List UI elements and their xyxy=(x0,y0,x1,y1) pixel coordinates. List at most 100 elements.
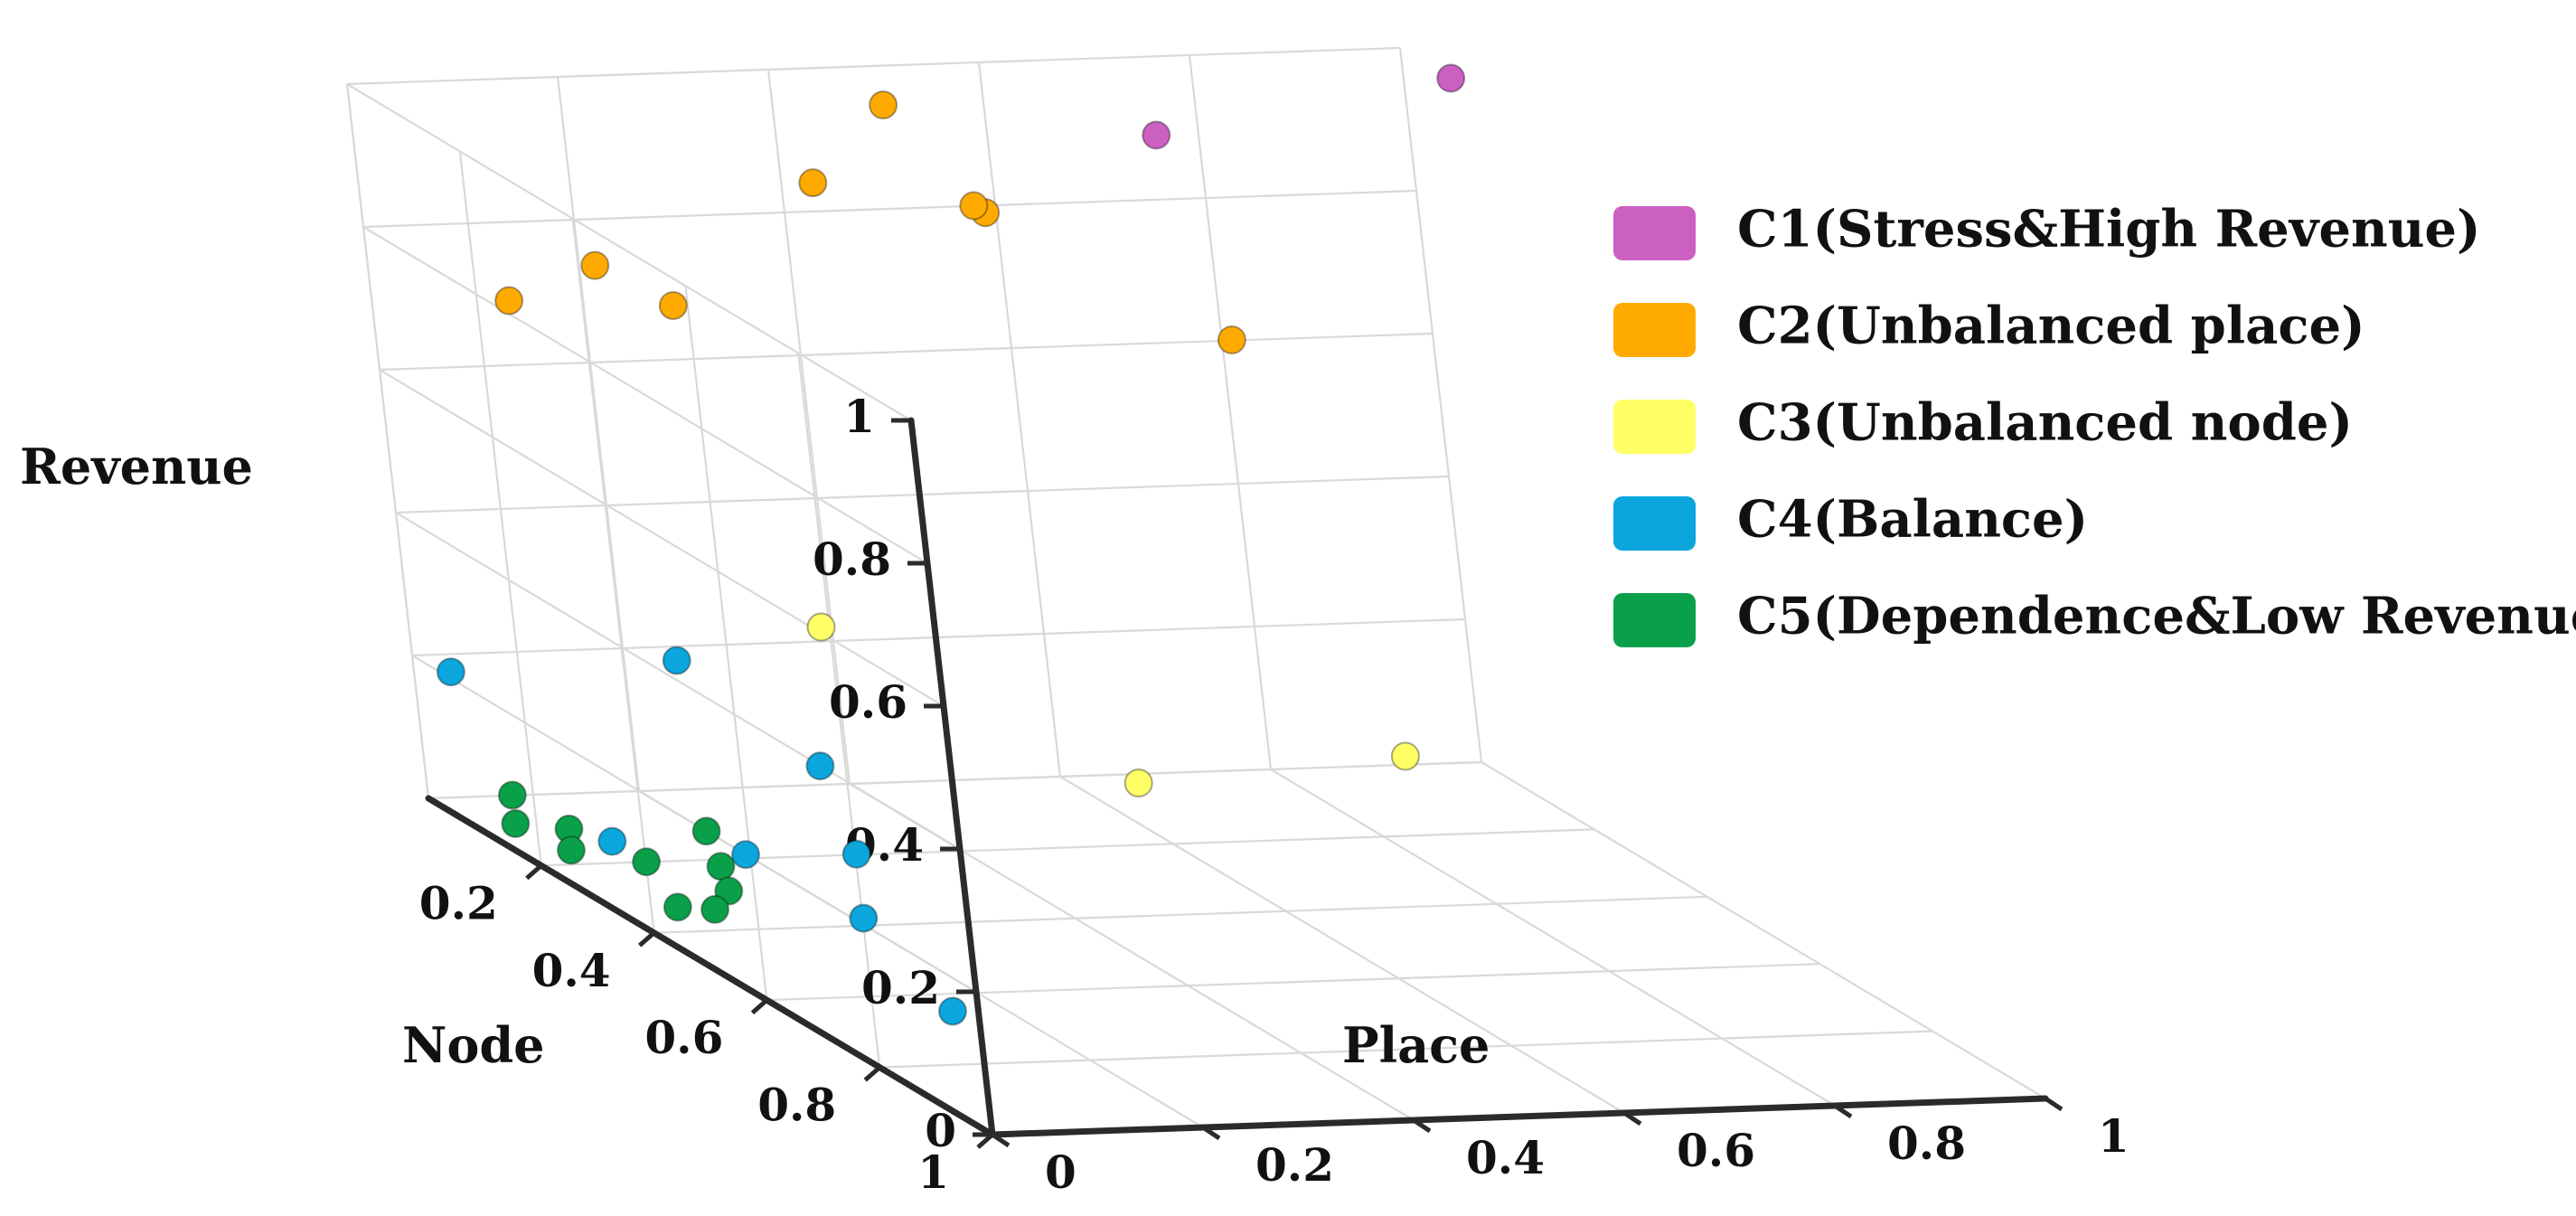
data-point-series-5 xyxy=(501,808,531,838)
z-tick-label: 0 xyxy=(925,1104,956,1157)
x-tick-label: 0.8 xyxy=(757,1079,836,1132)
floor-gridline xyxy=(1481,761,2046,1099)
legend-label: C4(Balance) xyxy=(1737,490,2088,550)
data-point-series-2 xyxy=(580,250,610,280)
y-tick-mark xyxy=(991,1132,1011,1148)
y-tick-label: 0.8 xyxy=(1887,1117,1966,1170)
legend-label: C3(Unbalanced node) xyxy=(1737,393,2353,453)
right-wall-gridline xyxy=(1398,47,1483,763)
legend-label: C2(Unbalanced place) xyxy=(1737,297,2365,356)
data-point-series-4 xyxy=(805,751,835,781)
data-point-series-4 xyxy=(938,996,967,1026)
y-tick-mark xyxy=(2044,1096,2064,1112)
data-point-series-4 xyxy=(597,826,627,856)
data-point-series-5 xyxy=(556,835,586,865)
data-point-series-4 xyxy=(436,657,465,687)
x-tick-mark xyxy=(525,863,543,881)
data-point-series-2 xyxy=(869,90,898,120)
floor-gridline xyxy=(766,963,1820,1002)
legend-swatch xyxy=(1613,400,1696,454)
y-tick-label: 0.4 xyxy=(1466,1131,1545,1184)
y-axis-line xyxy=(989,1095,2049,1138)
y-axis-title: Place xyxy=(1342,1016,1490,1074)
legend-swatch xyxy=(1613,496,1696,551)
x-tick-label: 1 xyxy=(917,1145,949,1199)
right-wall-gridline xyxy=(379,332,1434,372)
left-wall-gridline xyxy=(797,353,881,1068)
left-wall-gridline xyxy=(684,286,768,1001)
legend-swatch xyxy=(1613,206,1696,260)
floor-gridline xyxy=(653,895,1707,934)
left-wall-gridline xyxy=(395,512,961,850)
data-point-series-3 xyxy=(806,612,836,642)
data-point-series-1 xyxy=(1436,63,1466,93)
floor-gridline xyxy=(1059,776,1625,1114)
floor-gridline xyxy=(1270,768,1836,1107)
y-tick-mark xyxy=(1833,1103,1853,1119)
z-tick-label: 0.2 xyxy=(861,961,940,1014)
z-axis-title: Revenue xyxy=(20,438,253,495)
z-axis-line xyxy=(907,417,996,1138)
data-point-series-2 xyxy=(658,290,688,320)
y-tick-label: 0.2 xyxy=(1255,1138,1334,1192)
axis-layer xyxy=(425,417,2049,1138)
data-point-series-5 xyxy=(632,847,662,877)
data-point-series-2 xyxy=(959,191,989,221)
left-wall-gridline xyxy=(346,83,912,421)
right-wall-gridline xyxy=(556,76,641,792)
data-point-series-4 xyxy=(841,839,871,869)
data-point-series-5 xyxy=(706,852,736,881)
data-point-series-5 xyxy=(663,892,692,922)
x-tick-mark xyxy=(637,930,656,947)
x-tick-mark xyxy=(863,1065,881,1082)
y-tick-mark xyxy=(1412,1117,1432,1134)
z-tick-label: 0.6 xyxy=(829,675,907,729)
legend-swatch xyxy=(1613,303,1696,357)
z-tick-label: 1 xyxy=(843,390,875,443)
y-tick-mark xyxy=(1201,1125,1221,1141)
data-point-series-5 xyxy=(691,816,721,846)
data-point-series-5 xyxy=(700,894,730,924)
data-point-series-4 xyxy=(849,903,879,933)
x-tick-label: 0.4 xyxy=(532,944,611,997)
right-wall-gridline xyxy=(766,69,851,785)
y-tick-mark xyxy=(1622,1110,1642,1126)
y-tick-label: 1 xyxy=(2098,1109,2129,1163)
data-point-series-2 xyxy=(494,286,524,316)
x-axis-line xyxy=(425,795,996,1138)
y-tick-label: 0 xyxy=(1045,1145,1076,1199)
data-point-series-2 xyxy=(798,168,828,198)
floor-gridline xyxy=(879,1030,1933,1069)
data-point-series-4 xyxy=(731,840,760,870)
right-wall-gridline xyxy=(345,83,430,799)
data-point-series-3 xyxy=(1123,768,1153,798)
right-wall-gridline xyxy=(977,61,1062,778)
data-point-series-2 xyxy=(1217,325,1246,354)
data-point-series-3 xyxy=(1390,741,1420,771)
legend-label: C5(Dependence&Low Revenue) xyxy=(1737,587,2576,646)
legend: C1(Stress&High Revenue) C2(Unbalanced pla… xyxy=(1613,200,2576,647)
tick-label-layer: 00.20.40.60.810.20.40.60.81 0 0.2 0.4 0.6 0.8… xyxy=(419,390,2129,1199)
x-tick-label: 0.2 xyxy=(419,876,498,929)
right-wall-gridline xyxy=(362,189,1417,229)
legend-swatch xyxy=(1613,593,1696,647)
data-point-series-4 xyxy=(662,646,691,675)
left-wall-gridline xyxy=(411,655,977,993)
data-point-series-5 xyxy=(497,780,527,810)
x-axis-title: Node xyxy=(402,1016,545,1074)
data-point-series-1 xyxy=(1142,120,1171,150)
y-tick-label: 0.6 xyxy=(1677,1124,1755,1177)
x-tick-mark xyxy=(976,1133,994,1149)
right-wall-gridline xyxy=(1188,54,1273,770)
legend-label: C1(Stress&High Revenue) xyxy=(1737,200,2481,259)
z-tick-label: 0.8 xyxy=(813,533,891,586)
left-wall-gridline xyxy=(362,226,928,564)
x-tick-label: 0.6 xyxy=(644,1011,723,1064)
data-points xyxy=(436,63,1466,1026)
left-wall-gridline xyxy=(379,369,945,707)
right-wall-gridline xyxy=(346,46,1401,86)
left-wall-gridline xyxy=(571,218,655,933)
x-tick-mark xyxy=(750,998,769,1015)
